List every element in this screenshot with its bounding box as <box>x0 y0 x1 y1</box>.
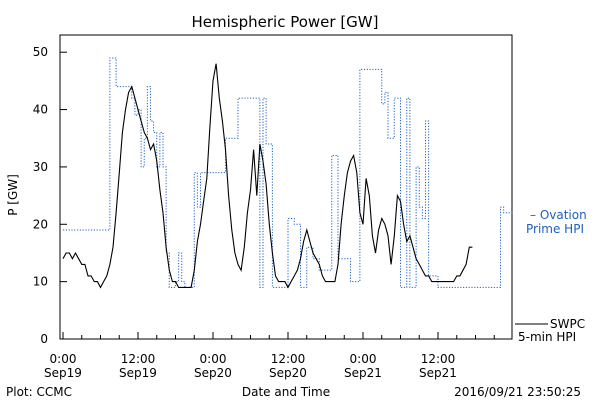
plot-frame <box>59 34 513 340</box>
x-tick-time: 12:00 <box>121 352 156 366</box>
y-tick-label: 0 <box>40 332 48 346</box>
x-tick-time: 0:00 <box>350 352 377 366</box>
y-tick-label: 40 <box>33 103 48 117</box>
y-tick-label: 30 <box>33 160 48 174</box>
x-tick-time: 0:00 <box>50 352 77 366</box>
series-lines <box>62 57 513 289</box>
x-tick-time: 12:00 <box>271 352 306 366</box>
x-tick-date: Sep20 <box>269 366 307 380</box>
y-tick-label: 10 <box>33 275 48 289</box>
x-tick-date: Sep20 <box>194 366 232 380</box>
plot-timestamp: 2016/09/21 23:50:25 <box>454 385 581 399</box>
x-tick-date: Sep19 <box>44 366 82 380</box>
x-tick-date: Sep21 <box>344 366 382 380</box>
plot-credit: Plot: CCMC <box>6 385 72 399</box>
y-axis-label: P [GW] <box>6 174 20 216</box>
series-ovation-line <box>63 57 513 288</box>
legend-ovation-line2: Prime HPI <box>526 222 584 236</box>
y-tick-label: 50 <box>33 45 48 59</box>
y-axis-ticks: 0 10 20 30 40 50 <box>33 45 67 346</box>
series-swpc-line <box>62 63 473 289</box>
x-tick-time: 0:00 <box>200 352 227 366</box>
x-tick-time: 12:00 <box>421 352 456 366</box>
legend-ovation-line1: – Ovation <box>530 208 587 222</box>
x-axis-label: Date and Time <box>242 385 330 399</box>
legend-swpc-line2: 5-min HPI <box>518 330 576 344</box>
x-tick-date: Sep21 <box>419 366 457 380</box>
x-axis-ticks: 0:00Sep1912:00Sep190:00Sep2012:00Sep200:… <box>44 332 495 380</box>
legend-swpc-line1: SWPC <box>550 317 585 331</box>
chart-title: Hemispheric Power [GW] <box>192 13 379 31</box>
x-tick-date: Sep19 <box>119 366 157 380</box>
y-tick-label: 20 <box>33 217 48 231</box>
